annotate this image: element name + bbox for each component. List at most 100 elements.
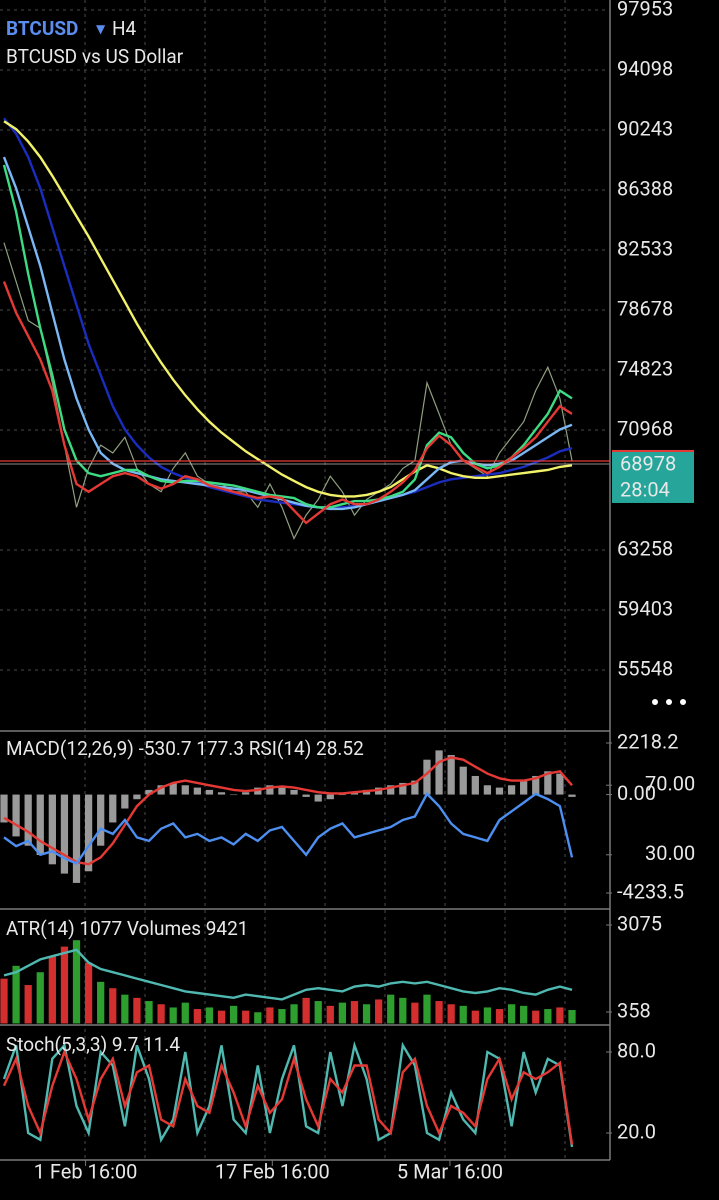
bar (181, 785, 189, 795)
y-tick-label: 3075 (617, 911, 662, 935)
bar (109, 988, 117, 1024)
bar (12, 965, 20, 1024)
series-line (3, 948, 573, 1001)
y-tick-label: -4233.5 (617, 879, 684, 903)
bar (556, 1007, 564, 1024)
series-line (3, 242, 573, 540)
bar (399, 997, 407, 1024)
bar (157, 1004, 165, 1024)
bar (375, 999, 383, 1024)
bar (145, 789, 153, 795)
bar (266, 1007, 274, 1024)
series-line (2, 1040, 574, 1148)
bar (314, 1001, 322, 1024)
y-tick-label: 90243 (617, 116, 673, 140)
menu-dot[interactable] (680, 699, 686, 705)
bar (544, 771, 552, 795)
series-line (2, 281, 573, 525)
menu-dot[interactable] (652, 699, 658, 705)
bar (109, 794, 117, 823)
y-tick-label: 2218.2 (617, 729, 678, 753)
bar (193, 1009, 201, 1024)
y-tick-label: 80.0 (617, 1038, 656, 1062)
bar (435, 1001, 443, 1024)
y-tick-label: 94098 (617, 56, 673, 80)
bar (60, 794, 69, 874)
bar (290, 1004, 298, 1024)
bar (326, 1005, 334, 1024)
bar (0, 978, 8, 1024)
bar (12, 794, 20, 837)
bar (97, 981, 105, 1024)
y-tick-label: 74823 (617, 356, 673, 380)
series-line (3, 120, 573, 498)
menu-dot[interactable] (666, 699, 672, 705)
bar (242, 792, 250, 795)
bar (193, 787, 201, 795)
bar (229, 1005, 238, 1024)
timeframe[interactable]: H4 (112, 17, 137, 40)
bar (121, 794, 129, 809)
y-tick-label: 0.00 (617, 781, 656, 805)
bar (205, 1007, 214, 1024)
y-tick-label: 59403 (617, 596, 673, 620)
bar (266, 785, 274, 795)
bar (338, 794, 347, 796)
subtitle: BTCUSD vs US Dollar (6, 45, 184, 68)
bar (97, 794, 105, 846)
bar (169, 782, 177, 795)
bar (483, 1007, 492, 1024)
countdown: 28:04 (620, 477, 670, 501)
bar (314, 794, 322, 802)
layout (0, 0, 686, 1161)
y-tick-label: 70968 (617, 416, 673, 440)
y-tick-label: 86388 (617, 176, 673, 200)
y-tick-label: 97953 (617, 0, 673, 20)
series-line (2, 156, 573, 511)
indicator-title: ATR(14) 1077 Volumes 9421 (6, 917, 248, 940)
bar (48, 956, 56, 1024)
bar (72, 794, 81, 883)
bar (471, 1010, 479, 1024)
y-tick-label: 78678 (617, 296, 673, 320)
bar (507, 1004, 516, 1024)
bar (471, 775, 479, 795)
y-tick-label: 82533 (617, 236, 673, 260)
bar (483, 785, 492, 795)
bar (520, 1005, 528, 1024)
bar (532, 1010, 540, 1024)
bar (84, 962, 93, 1024)
bar (205, 789, 214, 795)
bar (568, 794, 576, 797)
bar (181, 1002, 189, 1024)
bar (36, 972, 44, 1024)
bar (338, 1002, 347, 1024)
bar (423, 759, 431, 795)
dropdown-icon[interactable]: ▼ (96, 22, 106, 36)
y-tick-label: 20.0 (617, 1119, 656, 1143)
bar (362, 1004, 371, 1024)
bar (495, 787, 504, 795)
series-line (2, 164, 573, 509)
y-tick-label: 63258 (617, 536, 673, 560)
bar (72, 940, 81, 1024)
bar (278, 1009, 286, 1024)
bar (84, 794, 93, 872)
price-box (612, 449, 694, 503)
bar (556, 773, 564, 795)
symbol[interactable]: BTCUSD (6, 17, 78, 40)
y-tick-label: 55548 (617, 656, 673, 680)
bar (411, 1002, 419, 1024)
indicator-title: Stoch(5,3,3) 9.7 11.4 (6, 1033, 180, 1056)
bar (326, 794, 334, 800)
series-line (2, 1048, 574, 1145)
bar (495, 1009, 504, 1024)
bar (133, 997, 141, 1024)
bar (157, 785, 165, 795)
bar (290, 789, 298, 795)
bar (24, 985, 32, 1024)
bar (217, 792, 226, 795)
bar (532, 775, 540, 795)
price-box-top (612, 449, 694, 452)
bar (423, 994, 431, 1024)
